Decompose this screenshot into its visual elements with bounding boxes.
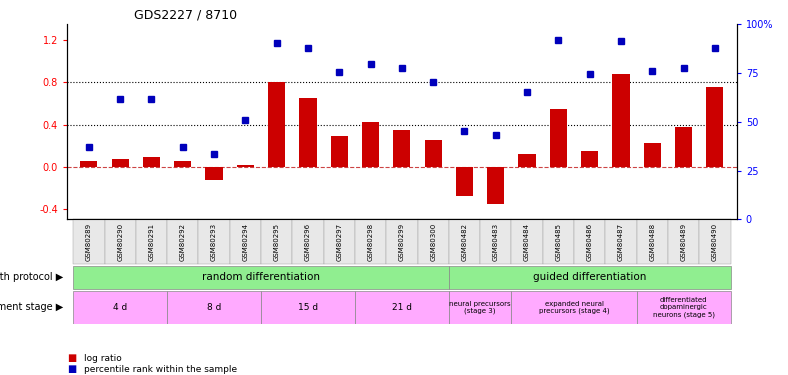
Text: development stage ▶: development stage ▶ [0, 303, 63, 312]
Text: growth protocol ▶: growth protocol ▶ [0, 273, 63, 282]
Bar [136, 219, 167, 264]
Bar [167, 219, 199, 264]
Bar [581, 151, 598, 166]
Bar [487, 166, 504, 204]
Bar [612, 74, 630, 166]
Text: GSM80486: GSM80486 [587, 223, 593, 261]
Text: GSM80483: GSM80483 [492, 223, 499, 261]
Bar [393, 130, 411, 166]
Text: GSM80489: GSM80489 [681, 223, 686, 261]
Bar [299, 98, 317, 166]
Text: GSM80482: GSM80482 [462, 223, 467, 261]
Bar [543, 219, 574, 264]
Bar [261, 291, 355, 324]
Text: 21 d: 21 d [392, 303, 412, 312]
Text: 4 d: 4 d [113, 303, 128, 312]
Bar [637, 291, 730, 324]
Text: GSM80296: GSM80296 [305, 223, 311, 261]
Text: GSM80295: GSM80295 [273, 223, 280, 261]
Bar [355, 219, 386, 264]
Text: GSM80297: GSM80297 [336, 223, 342, 261]
Bar [199, 219, 230, 264]
Bar [511, 219, 543, 264]
Text: GSM80294: GSM80294 [243, 223, 248, 261]
Bar [236, 165, 254, 166]
Bar [73, 266, 449, 290]
Bar [261, 219, 292, 264]
Text: random differentiation: random differentiation [202, 273, 320, 282]
Text: GSM80299: GSM80299 [399, 223, 405, 261]
Text: ■: ■ [67, 364, 76, 374]
Text: percentile rank within the sample: percentile rank within the sample [84, 365, 237, 374]
Text: GSM80300: GSM80300 [430, 223, 437, 261]
Bar [73, 219, 105, 264]
Text: GSM80484: GSM80484 [524, 223, 530, 261]
Text: 15 d: 15 d [298, 303, 318, 312]
Bar [449, 266, 730, 290]
Bar [425, 140, 442, 166]
Bar [362, 122, 379, 166]
Bar [80, 161, 98, 166]
Text: GSM80298: GSM80298 [367, 223, 374, 261]
Bar [675, 127, 692, 166]
Bar [449, 219, 480, 264]
Bar [480, 219, 511, 264]
Text: guided differentiation: guided differentiation [533, 273, 646, 282]
Bar [668, 219, 699, 264]
Text: GSM80291: GSM80291 [148, 223, 154, 261]
Bar [112, 159, 128, 166]
Bar [73, 291, 167, 324]
Text: GSM80290: GSM80290 [117, 223, 123, 261]
Bar [230, 219, 261, 264]
Bar [143, 157, 160, 166]
Bar [550, 109, 567, 166]
Bar [519, 154, 536, 166]
Bar [418, 219, 449, 264]
Bar [456, 166, 473, 196]
Bar [449, 291, 511, 324]
Bar [105, 219, 136, 264]
Text: GSM80487: GSM80487 [618, 223, 624, 261]
Bar [386, 219, 418, 264]
Text: expanded neural
precursors (stage 4): expanded neural precursors (stage 4) [539, 301, 609, 314]
Text: 8 d: 8 d [207, 303, 221, 312]
Bar [706, 87, 723, 166]
Text: ■: ■ [67, 353, 76, 363]
Bar [268, 82, 285, 166]
Text: GDS2227 / 8710: GDS2227 / 8710 [134, 9, 237, 22]
Text: GSM80488: GSM80488 [649, 223, 656, 261]
Bar [355, 291, 449, 324]
Text: log ratio: log ratio [84, 354, 122, 363]
Bar [167, 291, 261, 324]
Bar [324, 219, 355, 264]
Text: neural precursors
(stage 3): neural precursors (stage 3) [449, 301, 511, 314]
Text: GSM80293: GSM80293 [211, 223, 217, 261]
Bar [637, 219, 668, 264]
Bar [574, 219, 605, 264]
Text: GSM80289: GSM80289 [86, 223, 92, 261]
Bar [292, 219, 324, 264]
Bar [174, 161, 191, 166]
Bar [331, 136, 348, 166]
Text: GSM80490: GSM80490 [712, 223, 718, 261]
Bar [699, 219, 730, 264]
Bar [511, 291, 637, 324]
Bar [644, 144, 661, 166]
Text: GSM80292: GSM80292 [180, 223, 186, 261]
Text: GSM80485: GSM80485 [556, 223, 561, 261]
Bar [206, 166, 223, 180]
Bar [605, 219, 637, 264]
Text: differentiated
dopaminergic
neurons (stage 5): differentiated dopaminergic neurons (sta… [652, 297, 715, 318]
